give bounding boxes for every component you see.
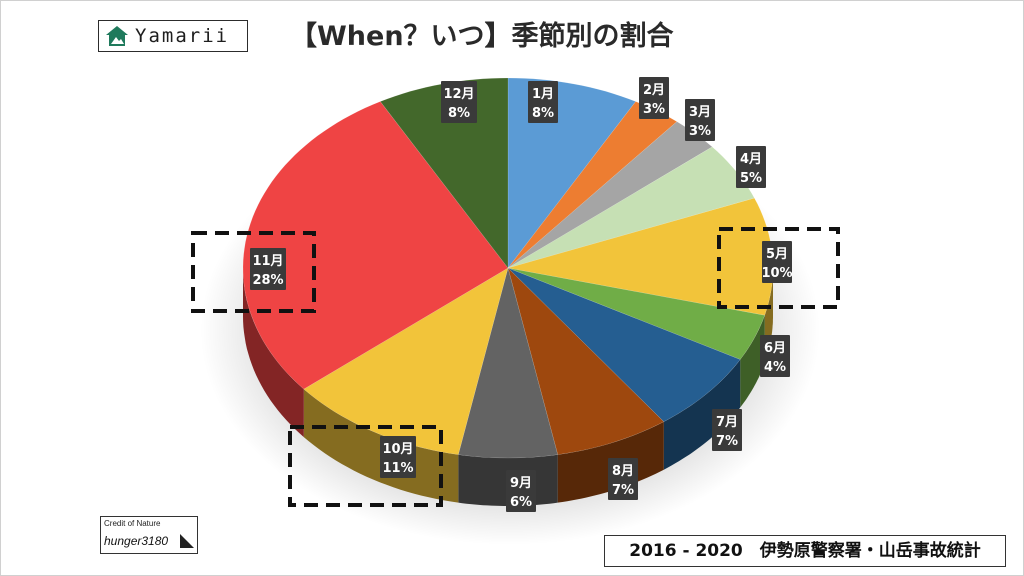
category-label: 1月	[532, 87, 554, 102]
data-labels: 1月8%2月3% 3月3%4月5%5月10%6月4%7月7%8月7%9月6%10月…	[250, 77, 793, 512]
slice-side-6	[740, 315, 765, 408]
category-label: 5月	[766, 247, 788, 262]
pie-slice-8	[507, 267, 665, 455]
data-label-bg	[380, 436, 416, 478]
pie-slice-9	[457, 267, 559, 459]
data-label-4: 4月5%	[736, 146, 766, 188]
data-label-bg	[712, 409, 742, 451]
page-title: 【When？いつ】季節別の割合	[290, 21, 674, 52]
brand-logo: Yamarii	[98, 20, 248, 52]
pie-slice-1	[507, 77, 637, 269]
category-label: 3月	[689, 105, 711, 120]
percent-label: 4%	[764, 360, 786, 375]
pie-slice-6	[507, 267, 766, 360]
data-label-bg	[506, 470, 536, 512]
data-label-2: 2月3%	[639, 77, 669, 119]
percent-label: 5%	[740, 171, 762, 186]
brand-name: Yamarii	[135, 25, 230, 47]
credit-box: Credit of Nature hunger3180	[100, 516, 198, 554]
highlight-box-10	[191, 231, 316, 313]
slice-side-7	[663, 359, 741, 470]
data-label-6: 6月4%	[760, 335, 790, 377]
percent-label: 28%	[252, 273, 283, 288]
category-label: 9月	[510, 476, 532, 491]
highlight-box-9	[288, 425, 443, 507]
category-label: 4月	[740, 152, 762, 167]
data-label-bg	[685, 99, 715, 141]
category-label: 6月	[764, 341, 786, 356]
percent-label: 8%	[448, 106, 470, 121]
pie-slices	[242, 77, 774, 459]
percent-label: 10%	[761, 266, 792, 281]
data-label-bg	[528, 81, 558, 123]
highlight-boxes	[191, 227, 840, 507]
slice-side-11	[243, 268, 304, 438]
percent-label: 3%	[643, 102, 665, 117]
triangle-corner-icon	[180, 534, 194, 548]
data-label-8: 8月7%	[608, 458, 638, 500]
percent-label: 11%	[382, 461, 413, 476]
percent-label: 7%	[612, 483, 634, 498]
percent-label: 7%	[716, 434, 738, 449]
data-label-7: 7月7%	[712, 409, 742, 451]
credit-name: hunger3180	[104, 534, 169, 548]
data-label-bg	[608, 458, 638, 500]
category-label: 8月	[612, 464, 634, 479]
credit-label: Credit of Nature	[104, 519, 161, 528]
category-label: 11月	[252, 254, 283, 269]
data-label-3: 3月3%	[685, 99, 715, 141]
data-label-bg	[639, 77, 669, 119]
data-label-9: 9月6%	[506, 470, 536, 512]
data-label-bg	[762, 241, 792, 283]
data-label-bg	[760, 335, 790, 377]
pie-slice-10	[303, 267, 509, 455]
percent-label: 6%	[510, 495, 532, 510]
house-mountain-logo-icon	[106, 26, 128, 46]
category-label: 7月	[716, 415, 738, 430]
pie-slice-7	[507, 267, 741, 423]
data-label-bg	[250, 248, 286, 290]
category-label: 2月	[643, 83, 665, 98]
source-note: 2016 - 2020 伊勢原警察署・山岳事故統計	[604, 535, 1006, 567]
percent-label: 3%	[689, 124, 711, 139]
highlight-box-4	[717, 227, 840, 309]
category-label: 10月	[382, 442, 413, 457]
data-label-1: 1月8%	[528, 81, 558, 123]
percent-label: 8%	[532, 106, 554, 121]
data-label-bg	[736, 146, 766, 188]
category-label: 12月	[443, 87, 474, 102]
data-label-bg	[441, 81, 477, 123]
